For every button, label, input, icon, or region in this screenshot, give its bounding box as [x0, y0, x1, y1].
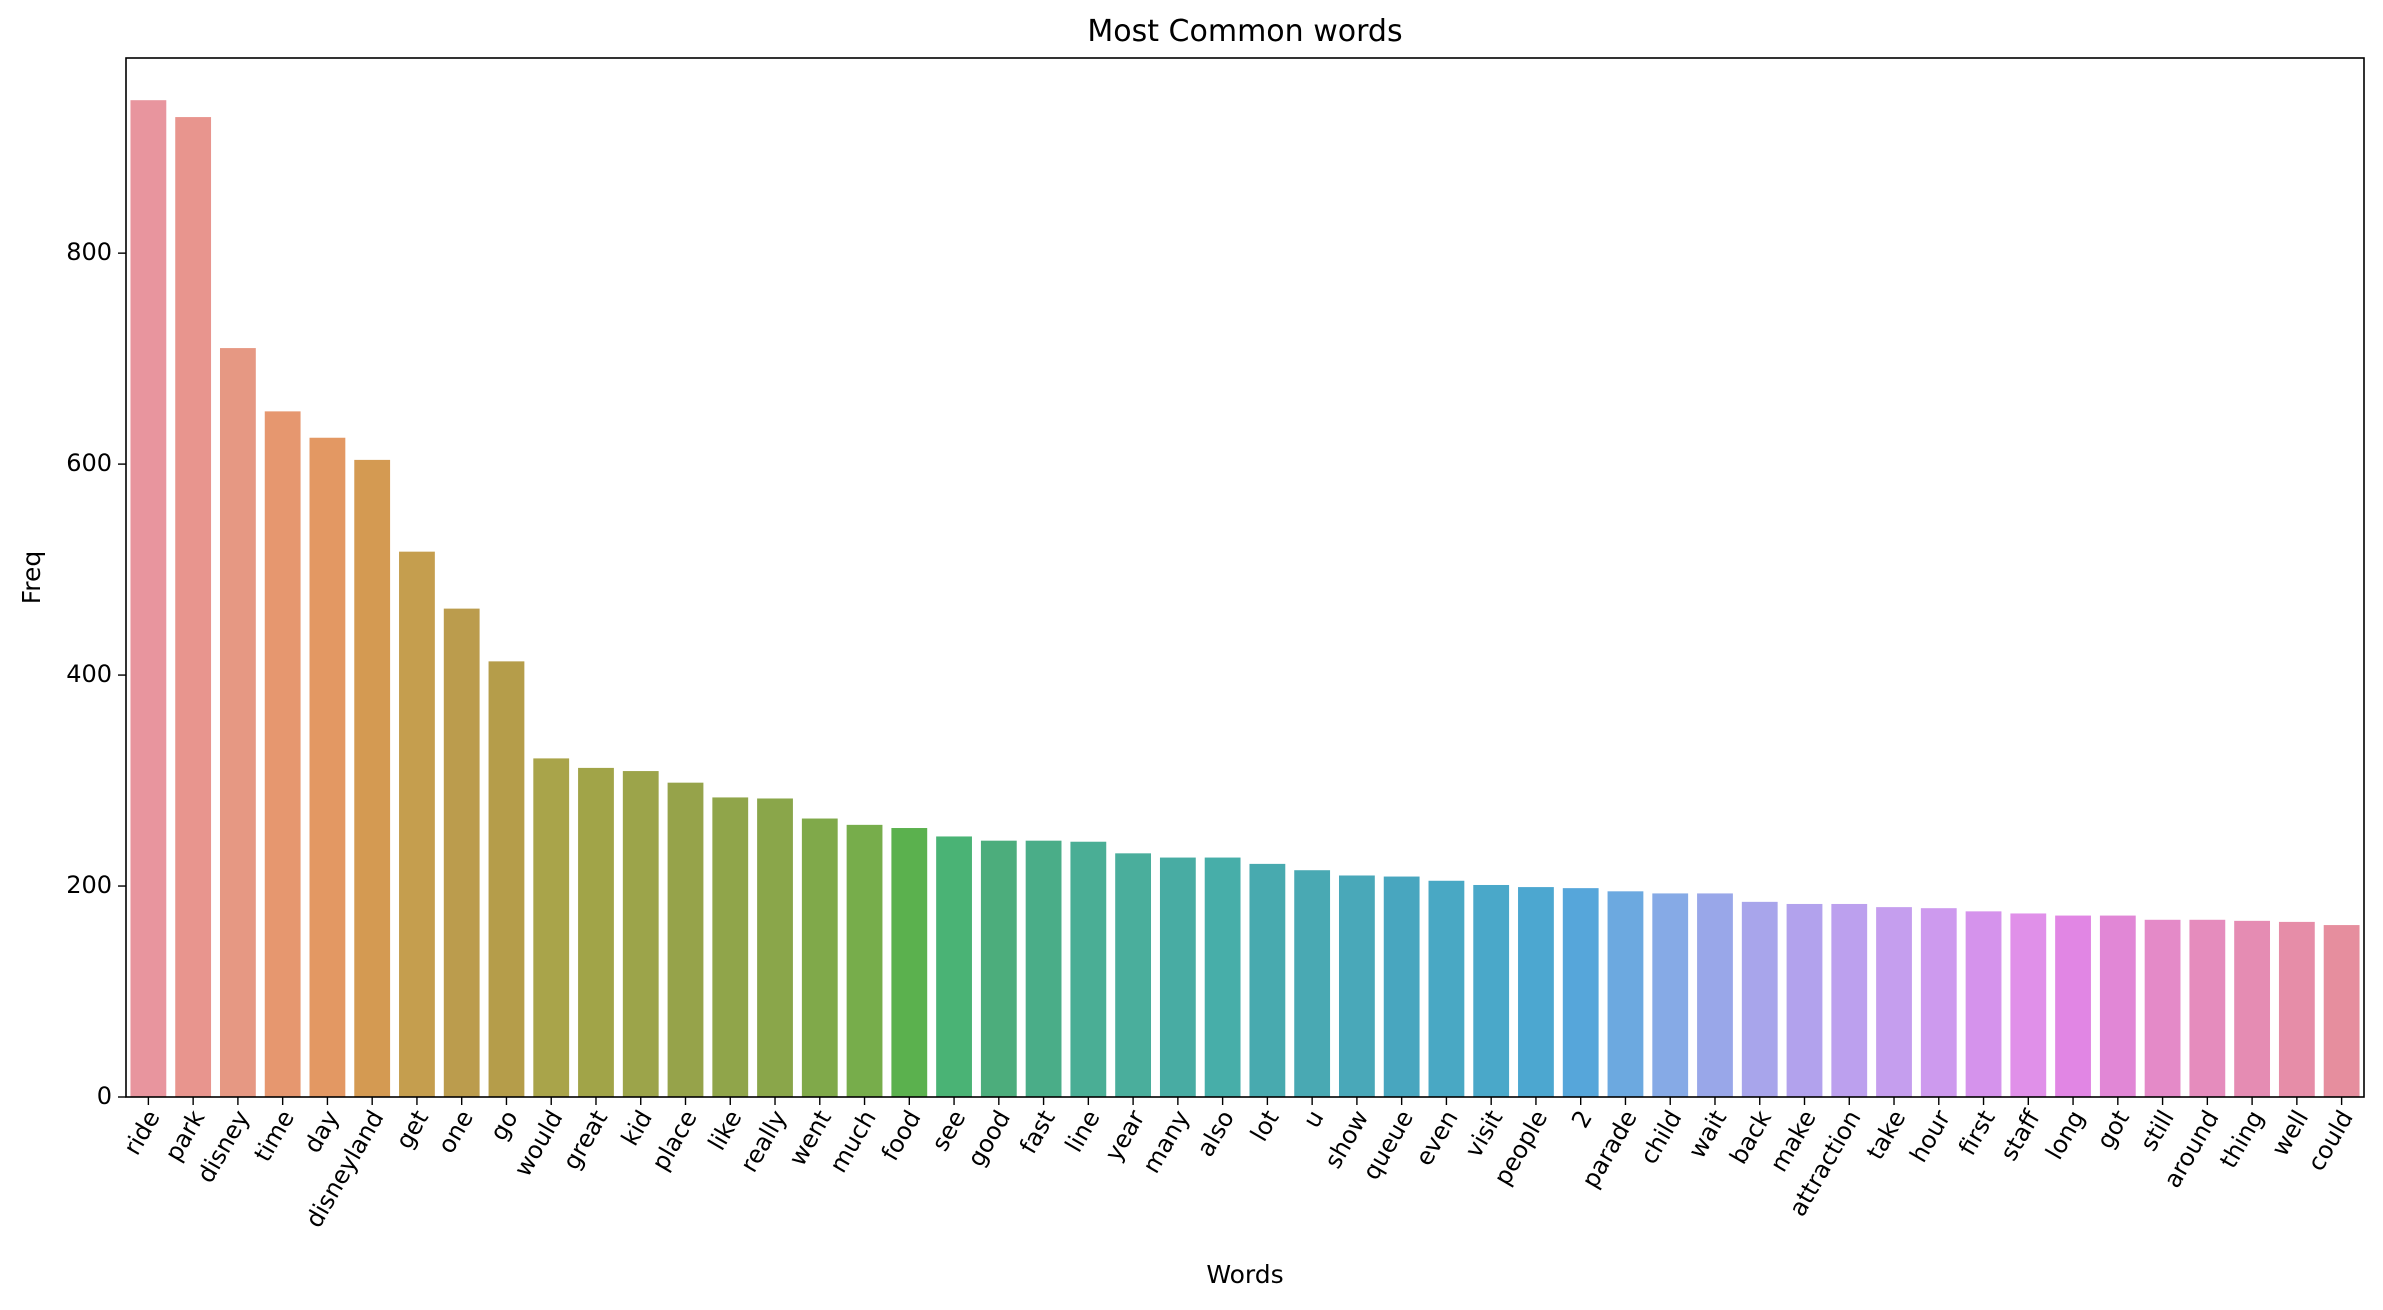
bar-year [1115, 853, 1152, 1097]
x-tick-label: fast [1014, 1106, 1061, 1159]
x-tick-label: one [432, 1106, 479, 1159]
x-tick-label: day [298, 1106, 344, 1158]
x-tick-label: take [1861, 1106, 1911, 1165]
x-tick-label: time [249, 1106, 300, 1167]
bar-around [2189, 919, 2226, 1097]
x-tick-label: also [1191, 1106, 1240, 1162]
x-tick-label: many [1137, 1106, 1195, 1178]
x-tick-label: good [962, 1106, 1016, 1172]
bar-even [1428, 880, 1465, 1097]
bar-take [1876, 907, 1912, 1097]
bar-people [1518, 887, 1554, 1097]
x-axis-label: Words [1206, 1260, 1283, 1289]
x-tick-label: like [703, 1106, 748, 1156]
x-tick-label: go [485, 1106, 524, 1146]
x-tick-label: still [2135, 1106, 2180, 1156]
x-tick-label: hour [1904, 1105, 1956, 1167]
bar-back [1741, 901, 1778, 1097]
bar-child [1652, 893, 1689, 1097]
x-tick-label: child [1635, 1106, 1688, 1169]
bar-long [2055, 915, 2091, 1097]
bar-great [578, 767, 614, 1097]
bar-staff [2010, 913, 2047, 1097]
bar-got [2099, 915, 2136, 1097]
bar-lot [1249, 863, 1286, 1097]
bar-thing [2234, 920, 2271, 1097]
bars-layer [130, 100, 2360, 1098]
bar-first [1965, 911, 2002, 1097]
x-tick-label: even [1410, 1106, 1464, 1171]
bar-one [443, 608, 480, 1097]
x-tick-label: much [824, 1106, 882, 1178]
bar-get [399, 551, 435, 1097]
bar-line [1070, 841, 1107, 1097]
bar-like [712, 797, 749, 1097]
x-tick-label: lot [1245, 1106, 1285, 1147]
x-tick-label: really [735, 1106, 792, 1177]
bar-still [2144, 919, 2181, 1097]
bar-queue [1383, 876, 1420, 1097]
bar-parade [1607, 891, 1644, 1097]
bar-much [846, 824, 883, 1097]
bar-attraction [1831, 903, 1868, 1097]
y-tick-label: 800 [66, 238, 112, 266]
x-tick-label: line [1060, 1106, 1106, 1158]
x-tick-label: 2 [1566, 1106, 1598, 1133]
bar-could [2323, 925, 2360, 1097]
chart-title: Most Common words [1087, 14, 1402, 49]
bar-show [1338, 875, 1375, 1097]
bar-wait [1697, 893, 1733, 1097]
x-tick-label: staff [1995, 1105, 2046, 1165]
bar-went [801, 818, 838, 1097]
y-tick-label: 0 [97, 1082, 112, 1110]
bar-would [533, 758, 570, 1097]
bar-many [1159, 857, 1196, 1097]
bar-fast [1025, 840, 1062, 1097]
x-tick-label: long [2040, 1106, 2090, 1165]
x-tick-label: see [926, 1106, 971, 1156]
y-axis-label: Freq [17, 551, 46, 605]
bar-disney [219, 348, 256, 1097]
y-tick-label: 600 [66, 449, 112, 477]
y-tick-label: 400 [66, 660, 112, 688]
x-tick-label: kid [616, 1106, 658, 1151]
bar-see [936, 836, 972, 1097]
x-tick-label: could [2302, 1106, 2359, 1176]
bar-also [1204, 857, 1241, 1097]
x-tick-label: place [646, 1106, 703, 1176]
bar-go [488, 661, 525, 1097]
bar-place [667, 782, 704, 1097]
bar-make [1786, 903, 1823, 1097]
bar-really [757, 798, 793, 1097]
bar-disneyland [354, 459, 391, 1097]
bar-hour [1920, 908, 1957, 1097]
x-tick-label: got [2091, 1106, 2135, 1154]
y-axis: 0 200 400 600 800 [66, 238, 126, 1110]
x-tick-label: food [876, 1106, 927, 1166]
plot-frame [125, 57, 2365, 1098]
y-tick-label: 200 [66, 871, 112, 899]
x-tick-label: u [1298, 1106, 1330, 1133]
x-tick-label: get [390, 1106, 434, 1154]
bar-day [309, 437, 346, 1097]
x-tick-label: thing [2214, 1106, 2269, 1173]
bar-time [264, 411, 301, 1097]
bar-well [2278, 921, 2315, 1097]
bar-2 [1562, 888, 1599, 1097]
bar-visit [1473, 884, 1510, 1097]
bar-ride [130, 100, 167, 1098]
x-tick-label: great [557, 1106, 613, 1175]
bar-food [891, 828, 928, 1097]
bar-good [980, 840, 1017, 1097]
bar-kid [622, 771, 659, 1097]
bar-park [175, 117, 212, 1097]
bar-u [1294, 870, 1331, 1097]
